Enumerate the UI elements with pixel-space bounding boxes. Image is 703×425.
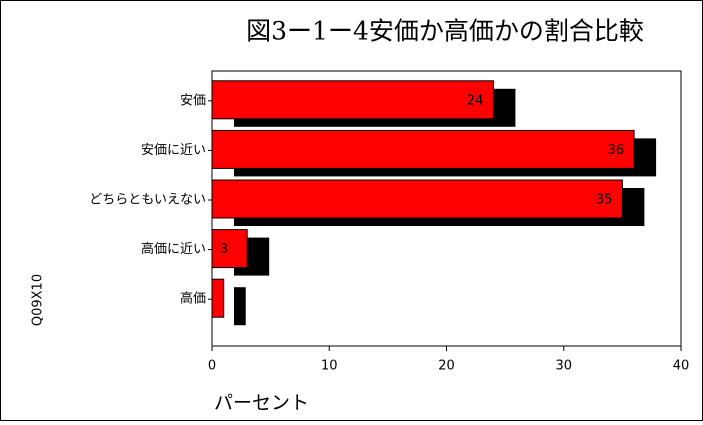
bar <box>211 278 225 318</box>
bar-shadow <box>234 287 246 326</box>
value-label: 36 <box>608 143 625 158</box>
value-label: 3 <box>220 242 228 257</box>
chart-title: 図3ー1ー4安価か高価かの割合比較 <box>246 17 644 46</box>
x-tick-label: 40 <box>673 359 690 374</box>
x-tick-label: 10 <box>321 359 338 374</box>
x-tick-label: 30 <box>555 359 572 374</box>
y-tick-label: 安価に近い <box>141 143 206 158</box>
bar <box>211 229 248 269</box>
y-tick-label: 高価に近い <box>141 241 206 257</box>
y-axis-label: Q09X10 <box>31 274 46 326</box>
x-axis-label: パーセント <box>214 392 309 414</box>
bar <box>211 129 635 169</box>
y-tick-label: 高価 <box>180 291 206 307</box>
bar <box>211 80 494 120</box>
value-label: 35 <box>596 193 613 208</box>
y-tick-label: どちらともいえない <box>89 193 206 208</box>
x-tick-label: 0 <box>208 359 216 374</box>
value-label: 24 <box>467 93 484 108</box>
y-tick-label: 安価 <box>180 93 206 108</box>
x-tick-label: 20 <box>438 359 455 374</box>
bar <box>211 179 623 219</box>
